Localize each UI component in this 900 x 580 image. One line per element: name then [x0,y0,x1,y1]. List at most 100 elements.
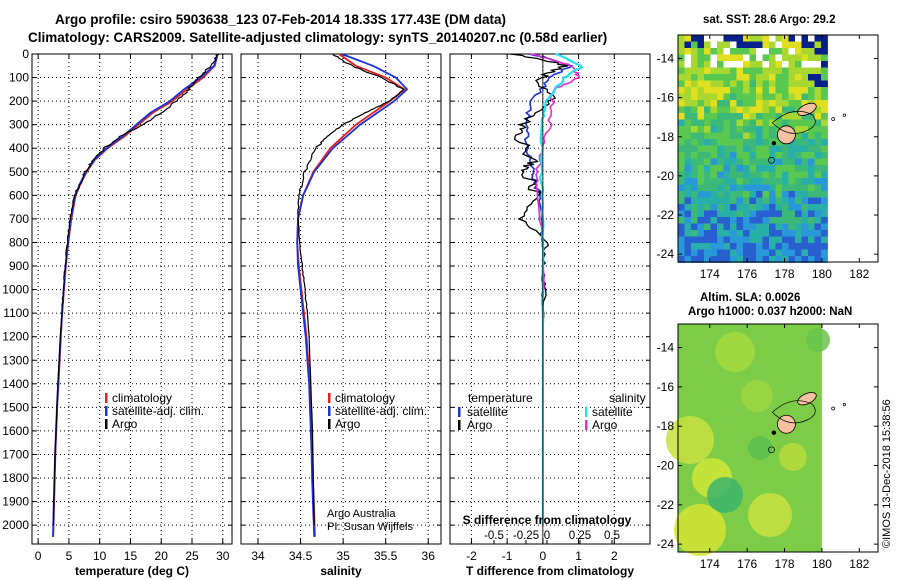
sst-cell [749,48,757,55]
sst-cell [762,100,770,107]
sst-cell [743,178,750,185]
sst-cell [808,80,815,88]
sst-cell [723,178,731,185]
sst-cell [808,93,815,101]
diff-legend-label: satellite [592,405,633,419]
argo-position-marker [771,430,777,435]
sst-cell [743,35,750,42]
sst-cell [697,126,705,133]
sst-cell [782,171,789,179]
sst-cell [749,204,757,211]
sst-cell [801,67,809,75]
sst-cell [795,230,802,237]
map-x-tick-label: 182 [849,557,869,571]
sst-cell [704,184,711,192]
sst-cell [808,113,815,120]
sst-cell [691,158,698,166]
sst-cell [736,54,744,62]
sst-cell [704,217,711,224]
sst-cell [756,106,763,114]
sst-cell [736,184,744,192]
sst-cell [814,87,822,94]
depth-tick-label: 1000 [2,283,29,297]
sst-cell [736,178,744,185]
island-viti-levu [777,125,796,145]
sst-cell [697,152,705,159]
sst-cell [808,243,815,250]
sst-cell [717,100,724,107]
sst-cell [678,184,685,192]
sal-legend-swatch [328,419,331,429]
sst-cell [691,256,698,263]
sst-cell [756,204,763,211]
sst-cell [762,204,770,211]
sst-cell [678,230,685,237]
sst-cell [821,93,828,101]
temp-satellite-line [52,53,219,537]
sst-cell [782,113,789,120]
sst-cell [697,249,705,257]
sst-cell [684,249,692,257]
sst-cell [769,87,776,94]
sst-cell [821,243,828,250]
sst-cell [704,113,711,120]
sst-cell [762,61,770,68]
sst-cell [678,93,685,101]
sst-cell [678,236,685,244]
diff-legend-swatch [458,407,461,417]
sst-cell [678,158,685,166]
sst-cell [736,236,744,244]
sst-cell [717,191,724,198]
sst-cell [788,197,796,205]
sst-cell [684,236,692,244]
sst-cell [743,184,750,192]
sst-cell [743,158,750,166]
sst-cell [710,61,718,68]
diff-legend-swatch [585,420,588,430]
sst-cell [710,210,718,218]
sst-cell [710,236,718,244]
sst-cell [788,87,796,94]
profile-panel-temp [31,53,233,545]
sst-cell [801,139,809,146]
sst-cell [756,126,763,133]
sst-cell [782,243,789,250]
sst-cell [769,230,776,237]
sst-cell [704,67,711,75]
sst-cell [730,106,737,114]
sal-legend-label: satellite-adj. clim. [335,404,427,418]
sst-cell [684,119,692,127]
sst-cell [704,80,711,88]
sst-cell [743,54,750,62]
sst-cell [808,41,815,49]
sst-cell [756,197,763,205]
sst-cell [697,223,705,231]
sst-cell [743,243,750,250]
sst-cell [697,100,705,107]
sst-cell [697,145,705,153]
sst-cell [821,210,828,218]
sla-blob [674,504,726,556]
diff-legend-swatch [585,407,588,417]
depth-tick-label: 400 [9,141,29,155]
island-lau [842,403,846,407]
sst-cell [814,152,822,159]
sst-cell [704,48,711,55]
sst-cell [678,126,685,133]
sst-cell [691,223,698,231]
sst-cell [808,119,815,127]
sst-cell [691,113,698,120]
sst-cell [736,61,744,68]
sst-cell [723,158,731,166]
sst-cell [769,217,776,224]
temp-legend-label: climatology [112,391,172,405]
sst-cell [814,217,822,224]
sst-cell [717,243,724,250]
sst-cell [749,217,757,224]
sst-cell [801,178,809,185]
depth-tick-label: 700 [9,212,29,226]
sst-cell [749,100,757,107]
sst-cell [710,165,718,172]
sst-cell [723,210,731,218]
tdiff-satellite-line [523,53,574,526]
